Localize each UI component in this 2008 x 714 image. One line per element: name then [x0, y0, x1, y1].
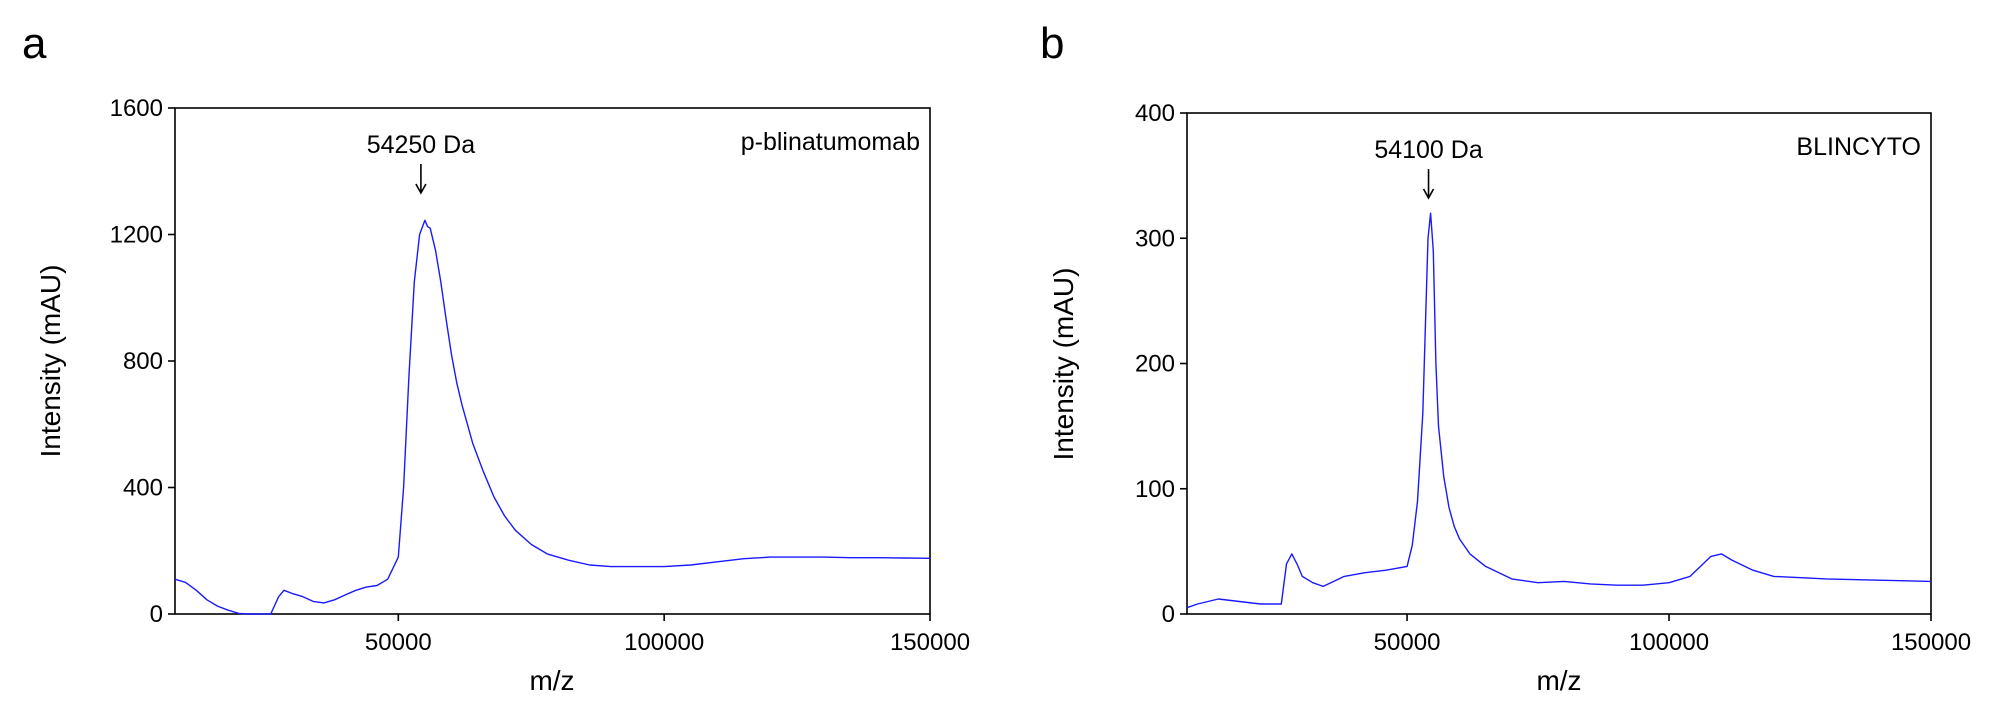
- panel-b-sample-label: BLINCYTO: [1796, 133, 1921, 161]
- panel-b-y-tick-label: 400: [1135, 100, 1175, 127]
- panel-b-plot-frame: [1186, 112, 1932, 615]
- panel-b-x-axis-title: m/z: [1536, 665, 1581, 696]
- panel-b-ticks: 0 100 200 300 400 50000 100000 150000: [1135, 100, 1971, 656]
- panel-b-x-tick-label: 150000: [1891, 629, 1971, 656]
- panel-a-peak-label: 54250 Da: [367, 131, 476, 159]
- panel-a-sample-label: p-blinatumomab: [741, 128, 920, 156]
- panel-a-peak-arrowhead: [415, 183, 427, 195]
- panel-a-y-tick-label: 800: [123, 348, 163, 375]
- panel-a-y-tick-label: 1600: [110, 95, 163, 122]
- panel-b: b 0 100 200 300 400 50000 100000 150000 Intensi…: [1040, 19, 1971, 696]
- panel-b-y-tick-label: 200: [1135, 351, 1175, 378]
- panel-b-peak-annotation: 54100 Da: [1374, 136, 1483, 200]
- panel-a-ticks: 0 400 800 1200 1600 50000 100000 150000: [110, 95, 970, 656]
- panel-a-y-tick-label: 1200: [110, 222, 163, 249]
- panel-a-y-tick-label: 0: [150, 601, 163, 628]
- panel-a: a 0 400 800 1200 1600 50000 100000 150000 Inten…: [22, 19, 970, 696]
- panel-b-y-tick-label: 100: [1135, 476, 1175, 503]
- panel-a-x-tick-label: 50000: [365, 629, 432, 656]
- panel-b-peak-label: 54100 Da: [1374, 136, 1483, 164]
- panel-b-y-axis-title: Intensity (mAU): [1048, 268, 1079, 461]
- panel-b-peak-arrowhead: [1422, 188, 1435, 200]
- panel-a-x-tick-label: 100000: [624, 629, 704, 656]
- panel-a-y-axis-title: Intensity (mAU): [35, 265, 66, 458]
- panel-a-x-tick-label: 150000: [890, 629, 970, 656]
- panel-b-y-tick-label: 0: [1162, 601, 1175, 628]
- panel-a-y-tick-label: 400: [123, 475, 163, 502]
- panel-b-x-tick-label: 100000: [1629, 629, 1709, 656]
- panel-a-plot-frame: [174, 107, 931, 615]
- panel-b-y-tick-label: 300: [1135, 225, 1175, 252]
- panel-a-peak-annotation: 54250 Da: [367, 131, 476, 195]
- panel-a-letter: a: [22, 19, 47, 68]
- panel-a-spectrum-line: [174, 219, 931, 615]
- panel-b-spectrum-line: [1186, 212, 1932, 609]
- panel-b-x-tick-label: 50000: [1374, 629, 1441, 656]
- panel-a-x-axis-title: m/z: [529, 665, 574, 696]
- panel-b-letter: b: [1040, 19, 1064, 68]
